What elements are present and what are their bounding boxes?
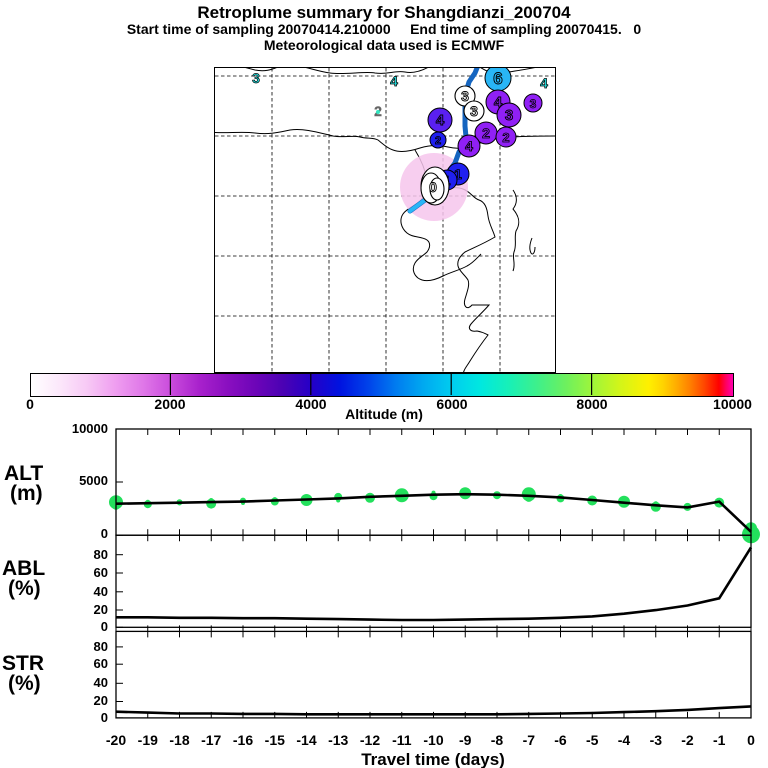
svg-text:4: 4 [540,75,548,91]
svg-text:-2: -2 [681,732,694,748]
svg-text:-16: -16 [233,732,253,748]
svg-text:80: 80 [94,639,108,654]
svg-text:0: 0 [429,179,437,195]
svg-text:-10: -10 [423,732,443,748]
svg-text:2: 2 [482,125,490,141]
svg-text:20: 20 [94,693,108,708]
svg-text:2: 2 [435,135,441,147]
svg-text:80: 80 [94,547,108,562]
svg-text:60: 60 [94,656,108,671]
svg-text:-7: -7 [523,732,536,748]
svg-text:2: 2 [502,130,509,145]
svg-text:3: 3 [530,97,537,111]
svg-text:-1: -1 [713,732,726,748]
svg-text:-11: -11 [392,732,412,748]
svg-text:3: 3 [461,88,469,104]
svg-text:-15: -15 [265,732,285,748]
svg-text:60: 60 [94,565,108,580]
svg-text:4: 4 [436,112,445,129]
svg-text:0: 0 [101,710,108,725]
svg-text:-18: -18 [169,732,189,748]
svg-text:3: 3 [505,107,513,124]
svg-text:Travel time (days): Travel time (days) [361,750,505,768]
svg-text:10000: 10000 [72,421,108,436]
svg-text:-9: -9 [459,732,472,748]
svg-text:-4: -4 [618,732,631,748]
svg-text:-6: -6 [554,732,567,748]
svg-text:-5: -5 [586,732,599,748]
svg-text:-17: -17 [201,732,221,748]
svg-text:20: 20 [94,602,108,617]
svg-text:6: 6 [493,69,502,88]
svg-text:3: 3 [470,103,478,119]
svg-text:-20: -20 [106,732,126,748]
svg-text:-14: -14 [296,732,316,748]
svg-text:40: 40 [94,675,108,690]
svg-text:3: 3 [252,70,260,86]
svg-text:5000: 5000 [79,473,108,488]
svg-text:0: 0 [101,619,108,634]
svg-text:0: 0 [747,732,755,748]
svg-text:-8: -8 [491,732,504,748]
svg-text:-12: -12 [360,732,380,748]
svg-text:0: 0 [101,526,108,541]
svg-text:40: 40 [94,584,108,599]
svg-text:4: 4 [465,138,473,154]
svg-text:-3: -3 [650,732,663,748]
svg-text:4: 4 [390,73,398,89]
svg-text:-13: -13 [328,732,348,748]
svg-text:-19: -19 [138,732,158,748]
